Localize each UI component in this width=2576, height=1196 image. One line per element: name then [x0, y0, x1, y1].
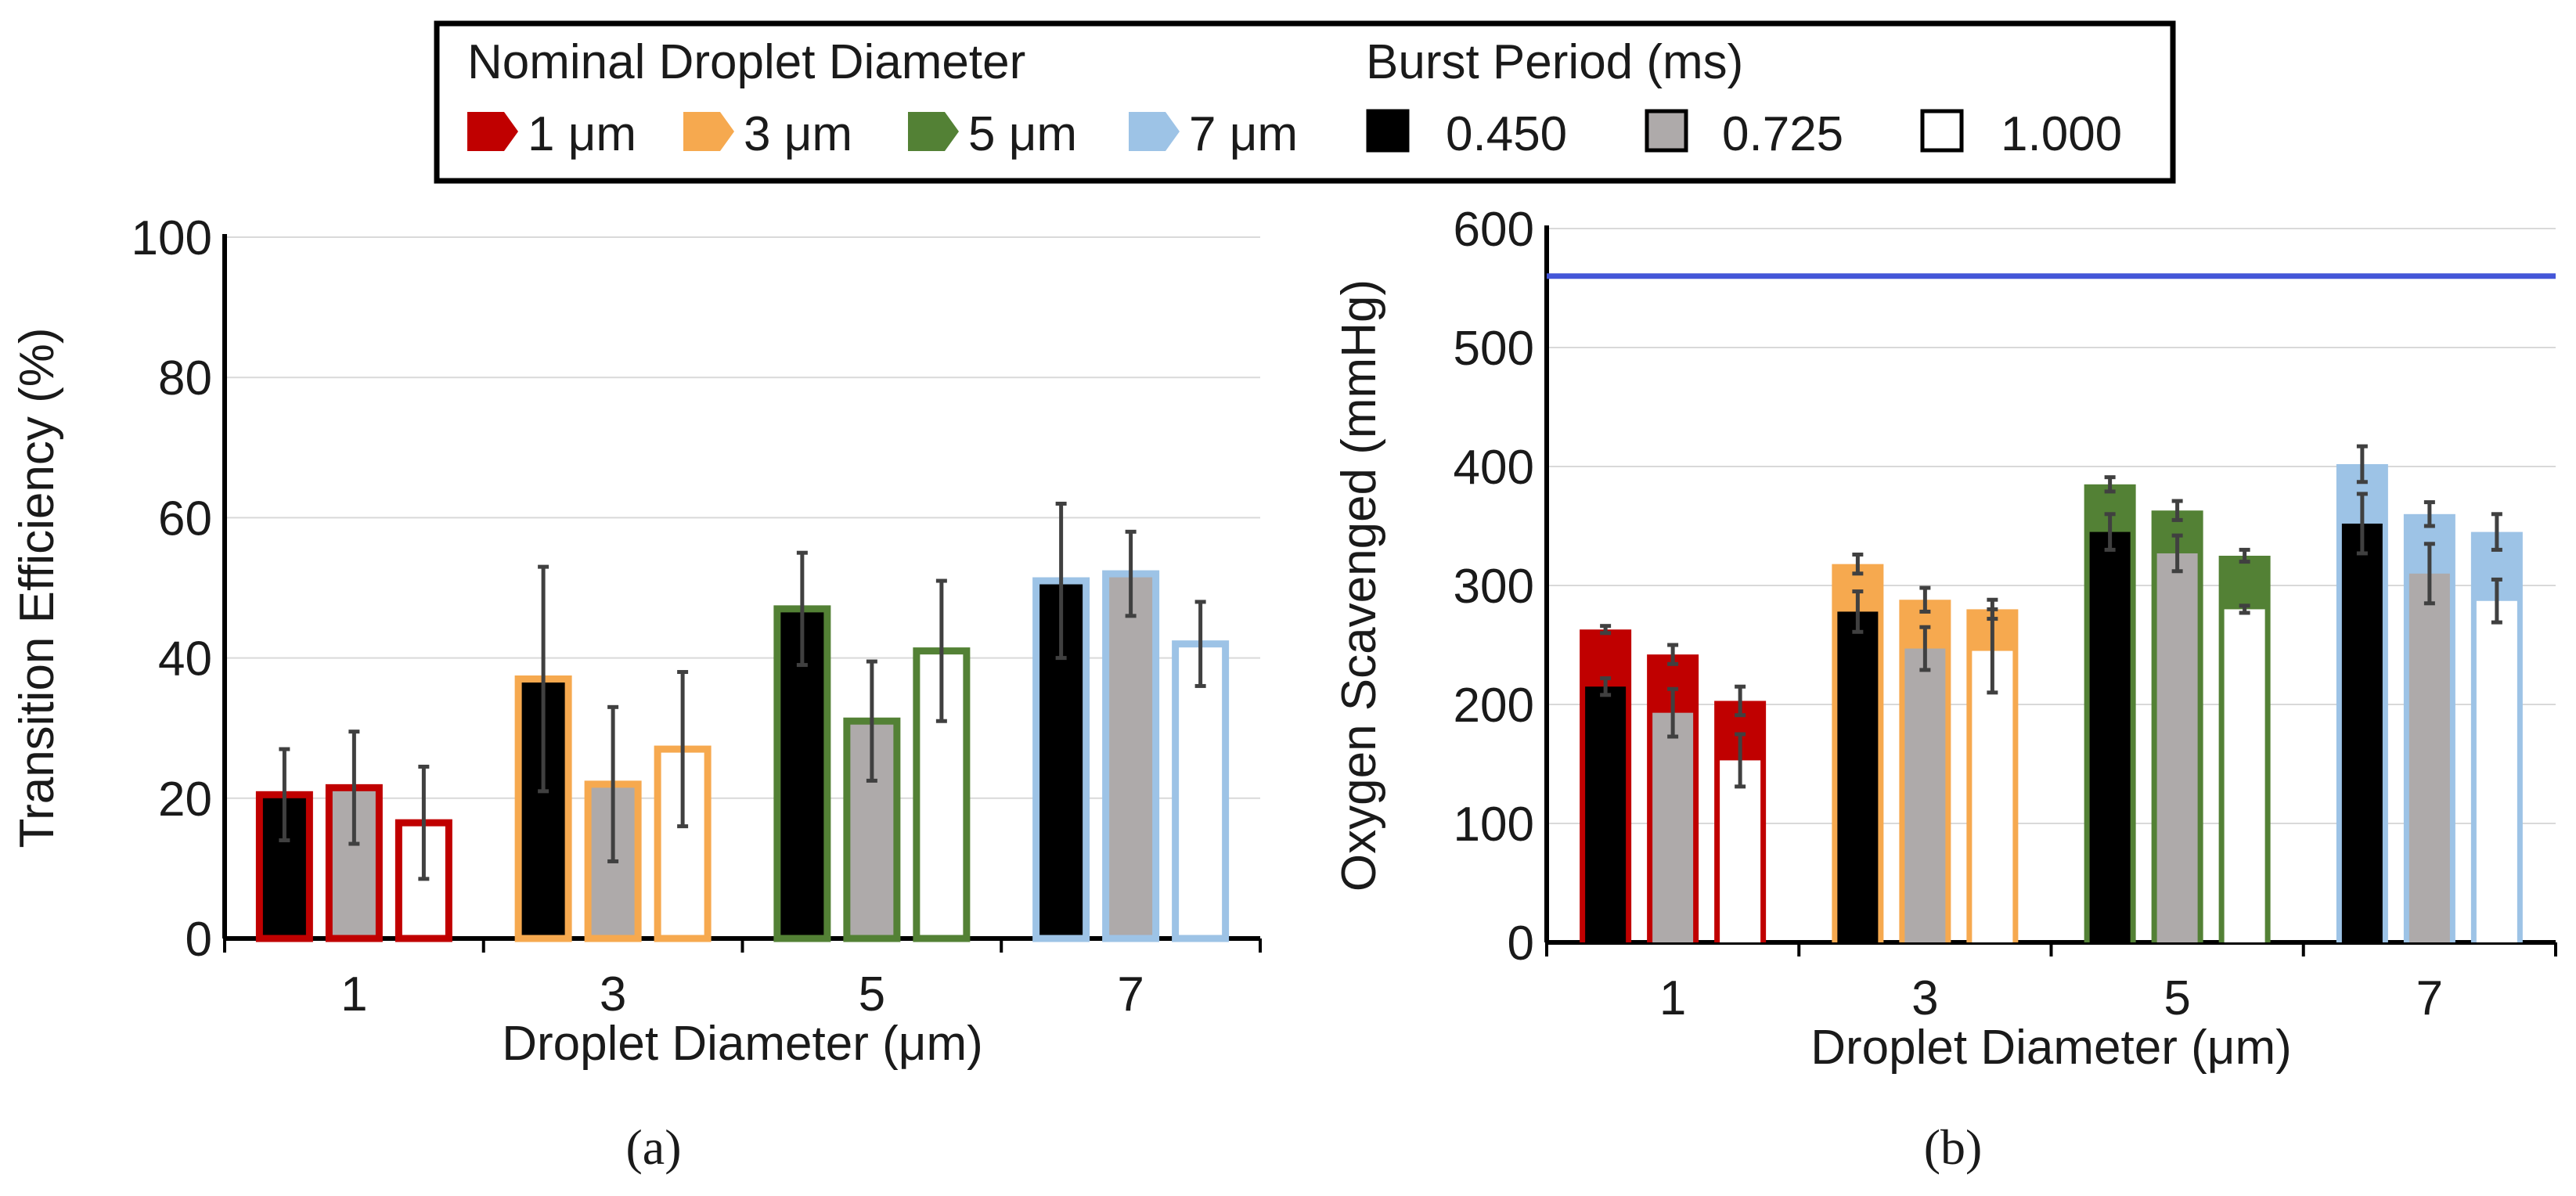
panel-b: 0 100 200 300 400 500 600 1 3 5 7 Droplet Diameter …: [1332, 203, 2557, 1075]
x-tick-label: 5: [2163, 971, 2190, 1025]
legend-swatch-burst-1000: [1920, 109, 1964, 153]
bar-b-inner-3um-1.000: [1972, 650, 2013, 942]
bar-b-inner-3um-0.725: [1904, 648, 1946, 942]
legend-swatch-burst-0725: [1645, 109, 1688, 153]
y-tick-label: 100: [132, 211, 212, 265]
legend-swatch-5um: [908, 112, 959, 151]
y-tick-label: 300: [1454, 560, 1534, 614]
legend-swatch-3um: [683, 112, 734, 151]
y-tick-label: 60: [158, 492, 212, 546]
x-axis-title: Droplet Diameter (μm): [1810, 1021, 2292, 1075]
bar-b-inner-1um-1.000: [1720, 760, 1761, 942]
y-tick-label: 40: [158, 632, 212, 686]
legend-label-7um: 7 μm: [1189, 107, 1298, 161]
bar-b-inner-7um-0.450: [2341, 523, 2383, 942]
bar-b-inner-3um-0.450: [1837, 611, 1879, 942]
y-axis-title: Transition Efficiency (%): [10, 328, 64, 848]
y-tick-label: 20: [158, 773, 212, 827]
bar-b-inner-1um-0.450: [1585, 686, 1627, 942]
bar-b-inner-5um-0.450: [2089, 531, 2131, 942]
legend-label-3um: 3 μm: [744, 107, 852, 161]
x-tick-label: 7: [1117, 967, 1144, 1021]
panel-label-a: (a): [625, 1119, 681, 1175]
legend-label-5um: 5 μm: [968, 107, 1077, 161]
y-tick-label: 0: [186, 913, 212, 967]
y-tick-label: 400: [1454, 441, 1534, 495]
y-tick-label: 0: [1508, 917, 1534, 971]
bar-a-7um-0.725: [1102, 570, 1160, 942]
x-tick-label: 3: [1911, 971, 1938, 1025]
y-axis-title: Oxygen Scavenged (mmHg): [1332, 279, 1386, 892]
bar-b-inner-1um-0.725: [1652, 712, 1694, 942]
x-tick-label: 1: [1659, 971, 1686, 1025]
bar-a-7um-1.000: [1172, 640, 1230, 942]
legend-label-burst-0725: 0.725: [1722, 107, 1843, 161]
legend-burst-title: Burst Period (ms): [1366, 35, 1743, 89]
y-tick-label: 80: [158, 351, 212, 405]
x-tick-label: 1: [340, 967, 367, 1021]
legend-label-burst-1000: 1.000: [2001, 107, 2122, 161]
y-tick-label: 500: [1454, 322, 1534, 376]
y-tick-label: 100: [1454, 798, 1534, 852]
legend: Nominal Droplet Diameter Burst Period (m…: [434, 20, 2176, 184]
bar-b-inner-5um-1.000: [2224, 609, 2265, 942]
legend-swatch-7um: [1129, 112, 1180, 151]
x-tick-label: 5: [859, 967, 885, 1021]
x-tick-label: 3: [600, 967, 626, 1021]
bar-b-inner-7um-0.725: [2408, 573, 2450, 942]
legend-label-burst-0450: 0.450: [1446, 107, 1567, 161]
panel-a: 0 20 40 60 80 100 1 3 5 7 Droplet Diameter (μm) Tra…: [10, 211, 1262, 1071]
x-tick-label: 7: [2416, 971, 2443, 1025]
y-tick-label: 200: [1454, 679, 1534, 733]
panel-label-b: (b): [1924, 1119, 1983, 1175]
legend-swatch-1um: [467, 112, 518, 151]
legend-droplet-title: Nominal Droplet Diameter: [467, 35, 1025, 89]
legend-label-1um: 1 μm: [528, 107, 636, 161]
y-tick-label: 600: [1454, 203, 1534, 257]
legend-frame: [434, 20, 2176, 184]
x-axis-title: Droplet Diameter (μm): [502, 1017, 983, 1071]
bar-b-inner-5um-0.725: [2156, 553, 2198, 942]
bar-b-inner-7um-1.000: [2476, 600, 2517, 942]
legend-swatch-burst-0450: [1366, 109, 1410, 153]
